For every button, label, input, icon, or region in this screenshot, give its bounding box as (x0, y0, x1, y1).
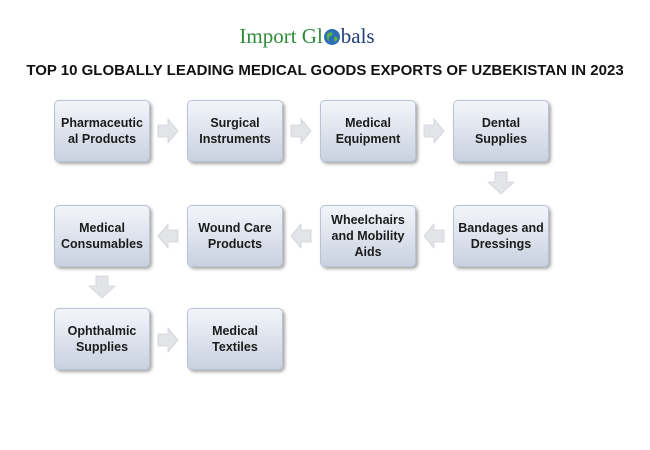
node: Dental Supplies (453, 100, 549, 162)
node: Medical Textiles (187, 308, 283, 370)
title: TOP 10 GLOBALLY LEADING MEDICAL GOODS EX… (26, 62, 624, 79)
node: Ophthalmic Supplies (54, 308, 150, 370)
arrow (290, 222, 312, 250)
node: Wound Care Products (187, 205, 283, 267)
node: Wheelchairs and Mobility Aids (320, 205, 416, 267)
node: Surgical Instruments (187, 100, 283, 162)
arrow (486, 171, 516, 195)
node: Bandages and Dressings (453, 205, 549, 267)
globe-icon (323, 29, 340, 45)
arrow (423, 222, 445, 250)
arrow (290, 117, 312, 145)
brand-end: bals (340, 24, 375, 48)
arrow (87, 275, 117, 299)
node: Pharmaceutic al Products (54, 100, 150, 162)
arrow (157, 326, 179, 354)
brand-start: Import Gl (239, 24, 323, 48)
arrow (157, 117, 179, 145)
node: Medical Consumables (54, 205, 150, 267)
node: Medical Equipment (320, 100, 416, 162)
arrow (423, 117, 445, 145)
arrow (157, 222, 179, 250)
logo: Import Gl bals (0, 24, 614, 49)
